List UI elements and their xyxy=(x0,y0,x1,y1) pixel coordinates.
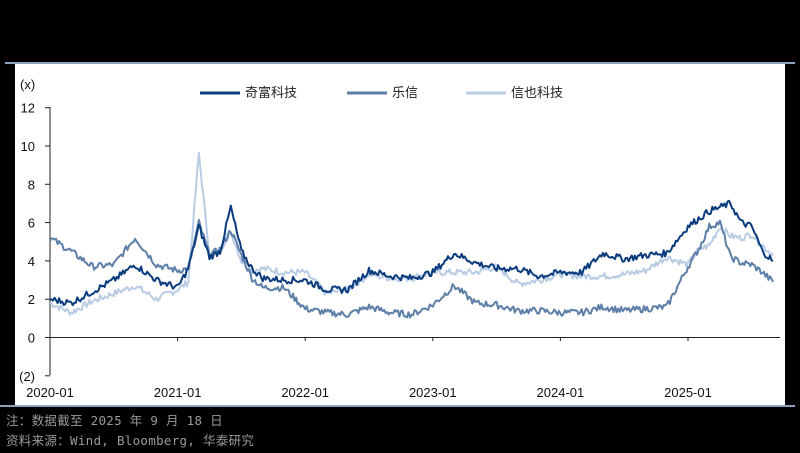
legend: 奇富科技 乐信 信也科技 xyxy=(200,85,563,101)
y-tick-label: 12 xyxy=(21,101,35,116)
y-tick-label: 4 xyxy=(28,254,35,269)
x-ticks: 2020-01 2021-01 2022-01 2023-01 2024-01 2025-… xyxy=(26,337,712,400)
chart-panel xyxy=(15,64,785,405)
legend-label-xinye: 信也科技 xyxy=(511,86,563,101)
source-note: 资料来源：Wind, Bloomberg, 华泰研究 xyxy=(6,433,255,448)
x-tick-label: 2024-01 xyxy=(537,385,585,400)
y-tick-label: 2 xyxy=(28,292,35,307)
series-lines xyxy=(49,152,774,319)
x-tick-label: 2020-01 xyxy=(26,385,74,400)
data-cutoff-note: 注：数据截至 2025 年 9 月 18 日 xyxy=(6,413,223,428)
y-tick-label: 0 xyxy=(28,331,35,346)
y-tick-label: 10 xyxy=(21,139,35,154)
series-line xyxy=(49,218,774,319)
series-line xyxy=(49,152,774,316)
y-unit-label: (x) xyxy=(20,77,35,92)
y-tick-label: 8 xyxy=(28,177,35,192)
legend-label-qifu: 奇富科技 xyxy=(245,85,297,101)
y-tick-label: 6 xyxy=(28,216,35,231)
series-line xyxy=(49,199,774,307)
top-divider xyxy=(5,62,795,64)
x-tick-label: 2023-01 xyxy=(409,385,457,400)
y-tick-label: (2) xyxy=(19,369,35,384)
bottom-divider xyxy=(0,405,795,407)
x-tick-label: 2021-01 xyxy=(154,385,202,400)
x-tick-label: 2025-01 xyxy=(664,385,712,400)
x-tick-label: 2022-01 xyxy=(281,385,329,400)
y-ticks: 12 10 8 6 4 2 0 (2) xyxy=(19,101,50,384)
legend-label-lexin: 乐信 xyxy=(392,86,418,101)
